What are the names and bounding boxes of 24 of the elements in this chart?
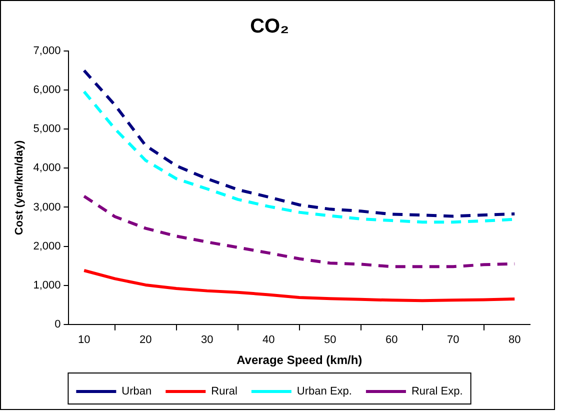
- x-tick-label: 70: [446, 334, 460, 346]
- line-series: [82, 69, 516, 218]
- y-tick-label: 0: [54, 318, 61, 330]
- y-axis-title: Cost (yen/km/day): [14, 140, 26, 236]
- y-tick-label: 1,000: [33, 279, 61, 292]
- x-tick-label: 30: [200, 334, 214, 346]
- legend-label: Urban: [122, 386, 152, 398]
- x-tick-label: 10: [78, 334, 90, 346]
- x-tick-label: 40: [262, 334, 275, 346]
- legend-label: Rural: [211, 386, 238, 398]
- y-tick-label: 7,000: [33, 45, 61, 58]
- y-tick-label: 2,000: [33, 240, 61, 252]
- y-tick-label: 3,000: [33, 201, 61, 214]
- legend-label: Urban Exp.: [296, 386, 352, 398]
- legend-label: Rural Exp.: [411, 386, 463, 398]
- x-axis-title: Average Speed (km/h): [236, 353, 362, 368]
- chart-title: CO₂: [250, 16, 289, 38]
- x-tick-label: 80: [508, 334, 521, 346]
- x-tick-label: 60: [385, 334, 398, 346]
- x-tick-label: 20: [139, 334, 152, 346]
- y-tick-label: 6,000: [33, 84, 61, 96]
- y-tick-label: 5,000: [33, 123, 61, 136]
- x-tick-label: 50: [324, 334, 336, 346]
- y-tick-label: 4,000: [33, 162, 61, 174]
